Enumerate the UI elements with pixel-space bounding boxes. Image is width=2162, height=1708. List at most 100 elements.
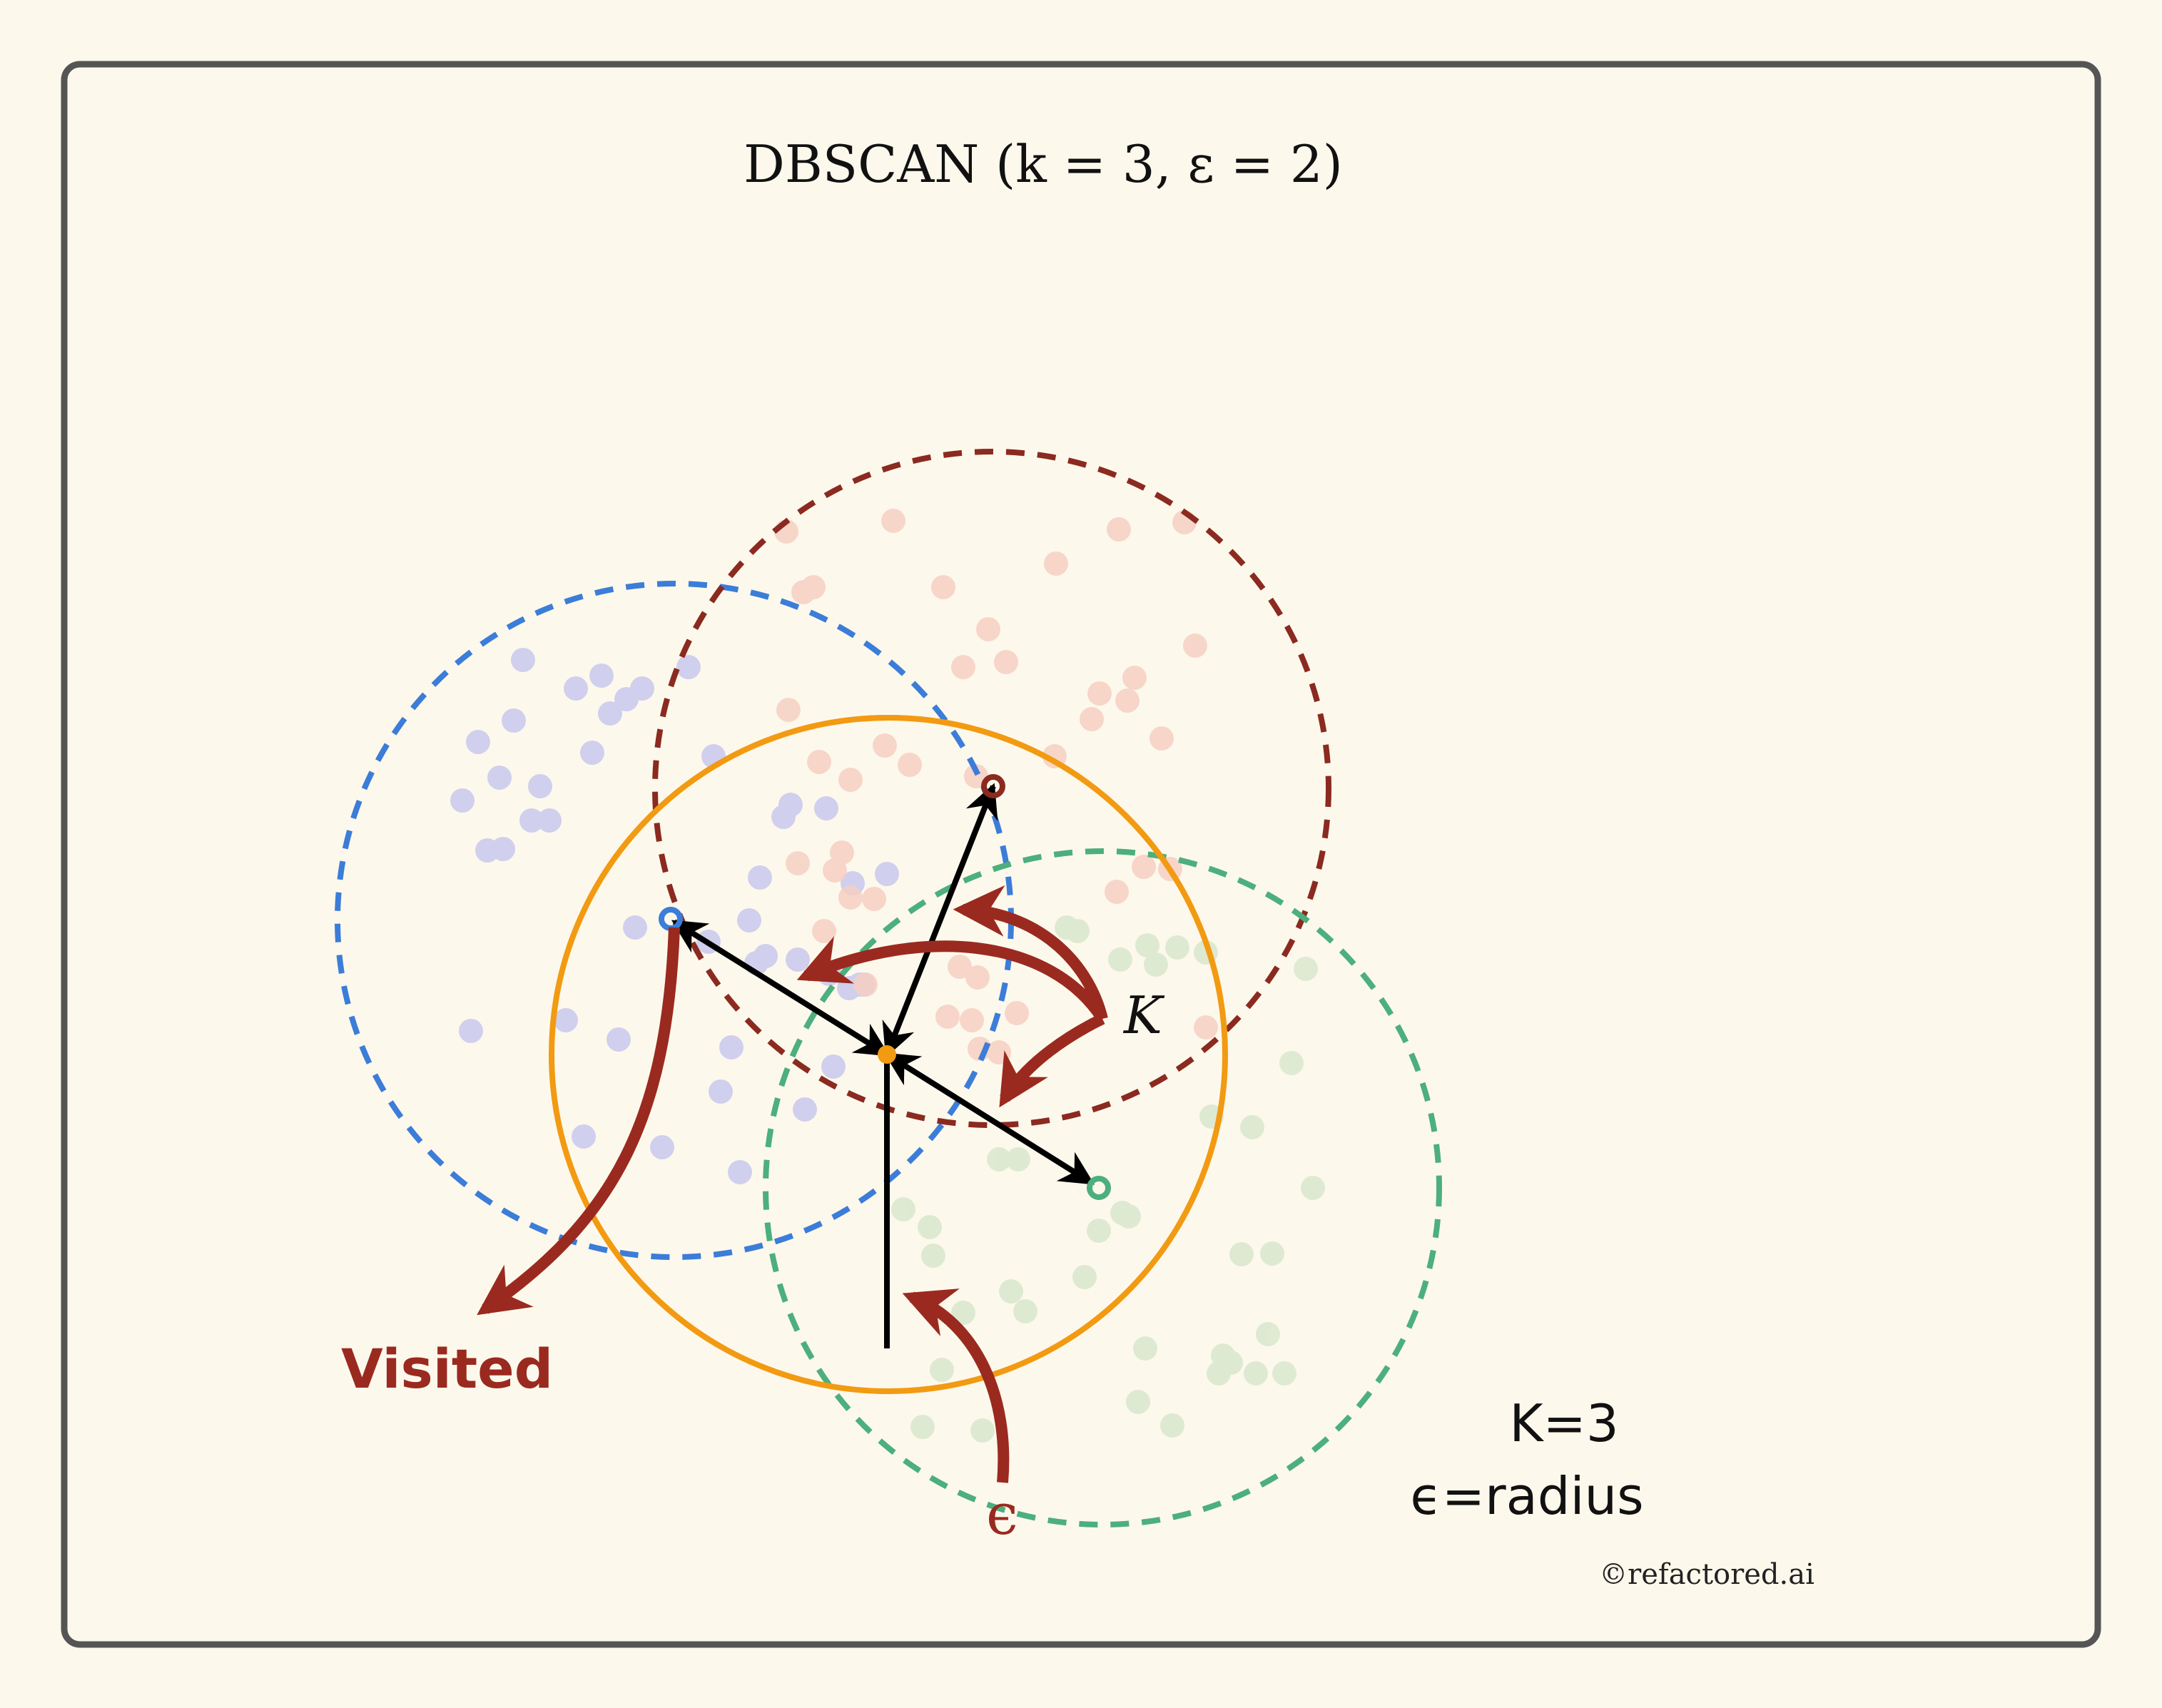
arrow-to-green-neighbor: [883, 1052, 1095, 1186]
scatter-point: [838, 885, 863, 910]
scatter-point: [1132, 855, 1156, 879]
scatter-point: [450, 788, 474, 813]
scatter-point: [791, 580, 816, 604]
scatter-point: [994, 650, 1018, 674]
red-neighbor-point: [981, 774, 1005, 798]
scatter-point: [1072, 1265, 1097, 1289]
diagram-frame: [61, 61, 2101, 1648]
scatter-point: [786, 947, 810, 972]
scatter-point: [987, 1147, 1011, 1171]
scatter-point: [1229, 1242, 1254, 1266]
k-label: K: [1122, 985, 1165, 1045]
scatter-point: [1117, 1204, 1141, 1229]
scatter-point: [875, 862, 899, 886]
k-arrow-middle: [796, 936, 1107, 1022]
diagram-title: DBSCAN (k = 3, ε = 2): [743, 134, 1343, 194]
arrow-to-blue-neighbor: [671, 919, 890, 1057]
scatter-point: [709, 1079, 733, 1104]
scatter-point: [935, 1005, 960, 1029]
scatter-point: [814, 796, 838, 820]
scatter-point: [918, 1215, 942, 1239]
scatter-point: [459, 1019, 483, 1043]
green-neighbor-point: [1087, 1176, 1111, 1200]
scatter-point: [1044, 551, 1068, 576]
scatter-point: [1080, 707, 1104, 731]
scatter-point: [1122, 666, 1147, 690]
scatter-point: [1272, 1361, 1296, 1386]
scatter-point: [930, 1358, 954, 1382]
scatter-point: [921, 1244, 945, 1268]
scatter-point: [838, 768, 863, 792]
scatter-point: [1065, 919, 1090, 943]
core-point: [878, 1045, 896, 1064]
scatter-point: [737, 908, 761, 932]
scatter-point: [537, 808, 562, 833]
scatter-point: [554, 1008, 578, 1032]
scatter-point: [987, 1040, 1011, 1064]
core-epsilon-circle: [549, 715, 1228, 1394]
scatter-point: [1279, 1051, 1304, 1075]
scatter-point: [976, 617, 1000, 641]
visited-arrow: [477, 927, 680, 1316]
scatter-point: [776, 698, 801, 722]
scatter-point: [823, 858, 847, 883]
scatter-point: [1149, 726, 1174, 751]
scatter-point: [1240, 1115, 1264, 1139]
scatter-point: [853, 972, 878, 997]
scatter-point: [1108, 947, 1132, 972]
scatter-point: [487, 766, 512, 790]
scatter-point: [965, 965, 990, 990]
scatter-point: [502, 708, 526, 733]
scatter-point: [960, 1008, 984, 1032]
scatter-point: [511, 648, 535, 672]
green-cluster-points: [891, 915, 1325, 1443]
red-epsilon-circle: [652, 449, 1331, 1128]
scatter-point: [873, 733, 897, 758]
visited-label: Visited: [341, 1337, 553, 1401]
scatter-point: [466, 730, 490, 754]
copyright-text: ©refactored.ai: [1599, 1558, 1815, 1591]
legend-epsilon: ϵ=radius: [1410, 1466, 1643, 1526]
epsilon-arrow: [902, 1288, 1010, 1483]
scatter-point: [1194, 1015, 1218, 1039]
scatter-point: [1294, 957, 1318, 981]
scatter-point: [1005, 1001, 1029, 1025]
scatter-point: [999, 1279, 1023, 1303]
scatter-point: [1244, 1361, 1268, 1386]
scatter-point: [1135, 933, 1159, 957]
scatter-point: [1105, 880, 1129, 904]
scatter-point: [931, 575, 955, 599]
legend-k: K=3: [1509, 1393, 1618, 1453]
scatter-point: [1301, 1176, 1325, 1200]
scatter-point: [1115, 688, 1140, 713]
scatter-point: [1107, 517, 1131, 542]
scatter-point: [719, 1035, 743, 1059]
scatter-point: [528, 774, 552, 798]
scatter-point: [589, 664, 614, 688]
scatter-point: [1165, 935, 1189, 960]
scatter-point: [951, 655, 975, 679]
scatter-point: [807, 750, 831, 774]
scatter-point: [970, 1418, 995, 1443]
scatter-point: [812, 919, 836, 943]
scatter-point: [650, 1135, 674, 1159]
scatter-point: [891, 1197, 915, 1221]
scatter-point: [1160, 1413, 1184, 1438]
scatter-point: [564, 676, 588, 701]
scatter-point: [793, 1097, 817, 1122]
scatter-point: [1207, 1361, 1231, 1386]
scatter-point: [881, 509, 905, 533]
scatter-point: [623, 915, 647, 940]
scatter-point: [862, 887, 886, 911]
k-arrow-lower: [999, 1013, 1105, 1108]
scatter-point: [753, 944, 778, 968]
scatter-point: [786, 851, 810, 875]
k-arrow-upper: [953, 885, 1108, 1020]
scatter-point: [910, 1415, 935, 1439]
scatter-point: [1183, 634, 1207, 658]
scatter-point: [1087, 681, 1112, 706]
scatter-point: [676, 655, 701, 679]
scatter-point: [821, 1054, 846, 1079]
scatter-point: [572, 1124, 596, 1149]
scatter-point: [580, 741, 604, 765]
